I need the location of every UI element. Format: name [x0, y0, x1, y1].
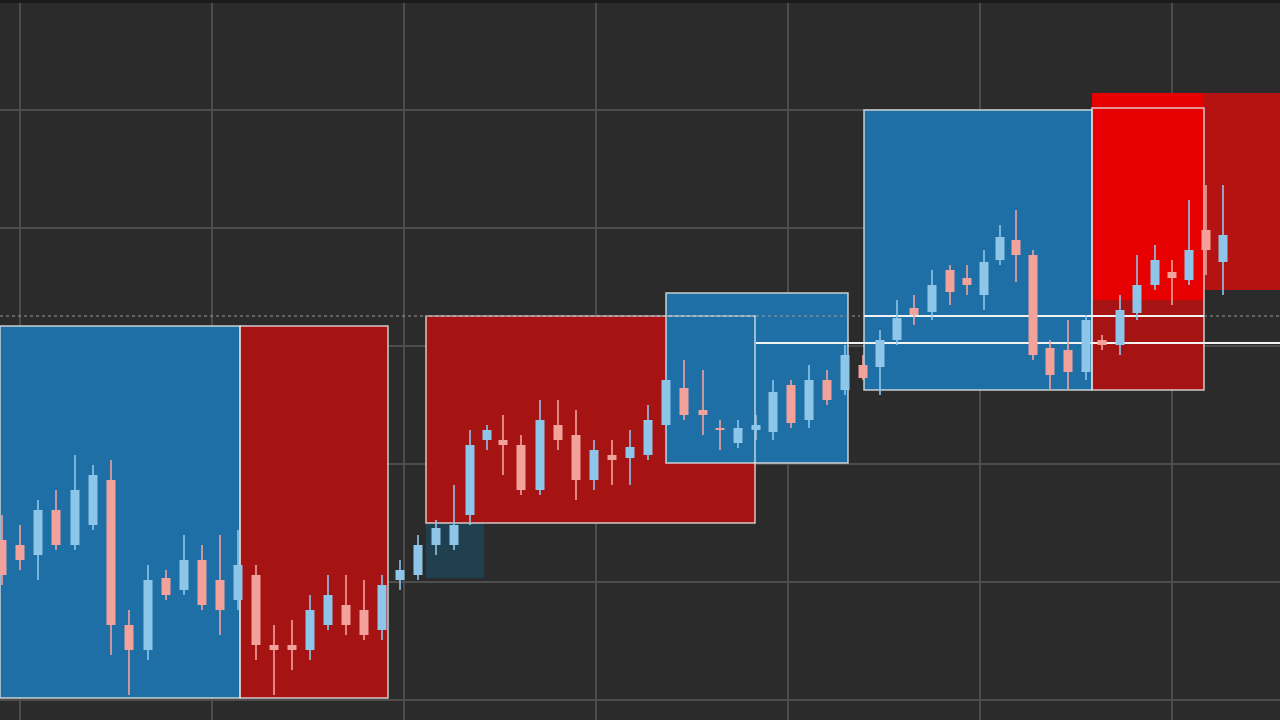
top-border	[0, 0, 1280, 3]
candle-body	[535, 420, 545, 490]
candle-body	[33, 510, 43, 555]
candle-body	[251, 575, 261, 645]
candle-body	[607, 455, 617, 460]
candle-body	[197, 560, 207, 605]
candle-body	[733, 428, 743, 443]
candle-body	[161, 578, 171, 595]
candle-body	[143, 580, 153, 650]
candle-body	[875, 340, 885, 367]
candle-body	[88, 475, 98, 525]
candle-body	[70, 490, 80, 545]
candle-body	[287, 645, 297, 650]
zone	[864, 110, 1092, 390]
candle-body	[233, 565, 243, 600]
candle-body	[1097, 340, 1107, 345]
candle-body	[945, 270, 955, 292]
candle-body	[698, 410, 708, 415]
candle-body	[124, 625, 134, 650]
candle-body	[482, 430, 492, 440]
candle-body	[1063, 350, 1073, 372]
candle-body	[106, 480, 116, 625]
candle-body	[1167, 272, 1177, 278]
candle-body	[359, 610, 369, 635]
candle-body	[413, 545, 423, 575]
candle-body	[625, 447, 635, 458]
candle-body	[15, 545, 25, 560]
zone-outline	[239, 325, 389, 699]
candle-body	[465, 445, 475, 515]
candle-body	[0, 540, 7, 575]
candle-body	[661, 380, 671, 425]
candle-body	[786, 385, 796, 423]
candle-body	[431, 528, 441, 545]
candle-body	[927, 285, 937, 312]
candle-body	[1201, 230, 1211, 250]
candle-body	[1132, 285, 1142, 313]
candle-body	[341, 605, 351, 625]
candle-body	[804, 380, 814, 420]
candle-body	[715, 428, 725, 430]
candle-body	[1011, 240, 1021, 255]
candle-body	[305, 610, 315, 650]
candle-body	[909, 308, 919, 315]
candles	[0, 185, 1228, 695]
candle-body	[840, 355, 850, 390]
candle-body	[449, 525, 459, 545]
candle-body	[679, 388, 689, 415]
candle-body	[962, 278, 972, 285]
candle-body	[215, 580, 225, 610]
candle-body	[1150, 260, 1160, 285]
candle-body	[1218, 235, 1228, 262]
candle-body	[751, 425, 761, 430]
candle-body	[1028, 255, 1038, 355]
candle-body	[589, 450, 599, 480]
candle-body	[571, 435, 581, 480]
candle-body	[643, 420, 653, 455]
candle-body	[516, 445, 526, 490]
candle-body	[1081, 320, 1091, 372]
candle-body	[553, 425, 563, 440]
candle-body	[377, 585, 387, 630]
candle-body	[768, 392, 778, 432]
candle-body	[269, 645, 279, 650]
candle-body	[858, 365, 868, 378]
candle-body	[323, 595, 333, 625]
zones	[0, 93, 1280, 698]
candle-body	[498, 440, 508, 445]
candle-body	[979, 262, 989, 295]
candle-body	[822, 380, 832, 400]
candle-body	[179, 560, 189, 590]
candle-body	[1184, 250, 1194, 280]
candle-body	[51, 510, 61, 545]
candle-body	[892, 318, 902, 340]
zone	[666, 293, 848, 463]
candle-body	[995, 237, 1005, 260]
candle-body	[395, 570, 405, 580]
zone	[1204, 93, 1280, 290]
candle-body	[1115, 310, 1125, 345]
candle-body	[1045, 348, 1055, 375]
